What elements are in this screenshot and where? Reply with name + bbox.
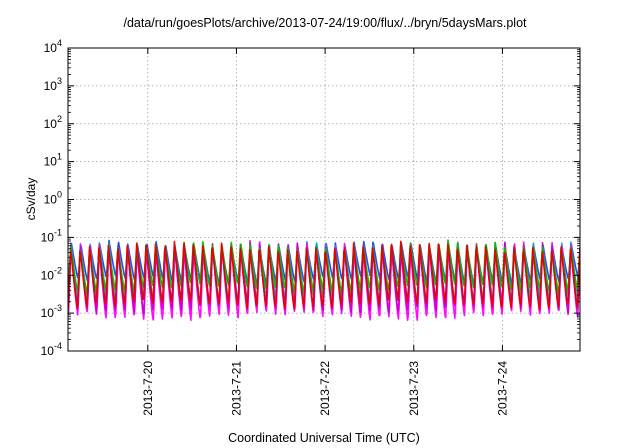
y-tick-label: 104: [44, 38, 62, 55]
y-tick-label: 10-4: [41, 341, 62, 358]
y-tick-label: 101: [44, 152, 62, 169]
y-tick-label: 10-1: [41, 227, 62, 244]
plot-clip-group: [68, 239, 580, 322]
x-tick-label: 2013-7-23: [407, 361, 421, 416]
y-axis-label: cSv/day: [24, 178, 38, 221]
series-layer: [68, 239, 580, 322]
x-tick-label: 2013-7-21: [229, 361, 243, 416]
series-line: [68, 240, 580, 311]
x-tick-label: 2013-7-20: [141, 361, 155, 416]
y-tick-label: 103: [44, 76, 62, 93]
y-tick-label: 102: [44, 114, 62, 131]
x-tick-label: 2013-7-22: [318, 361, 332, 416]
y-tick-label: 100: [44, 190, 62, 207]
y-tick-label: 10-3: [41, 303, 62, 320]
x-axis-ticks: 2013-7-20 2013-7-21 2013-7-22 2013-7-23 2013…: [141, 48, 509, 416]
y-axis-ticks: 10-4 10-3 10-2 10-1 100 101 102 103 104: [41, 38, 580, 358]
chart-title: /data/run/goesPlots/archive/2013-07-24/1…: [123, 16, 527, 30]
x-axis-label: Coordinated Universal Time (UTC): [228, 431, 420, 445]
x-tick-label: 2013-7-24: [495, 361, 509, 416]
y-tick-label: 10-2: [41, 265, 62, 282]
